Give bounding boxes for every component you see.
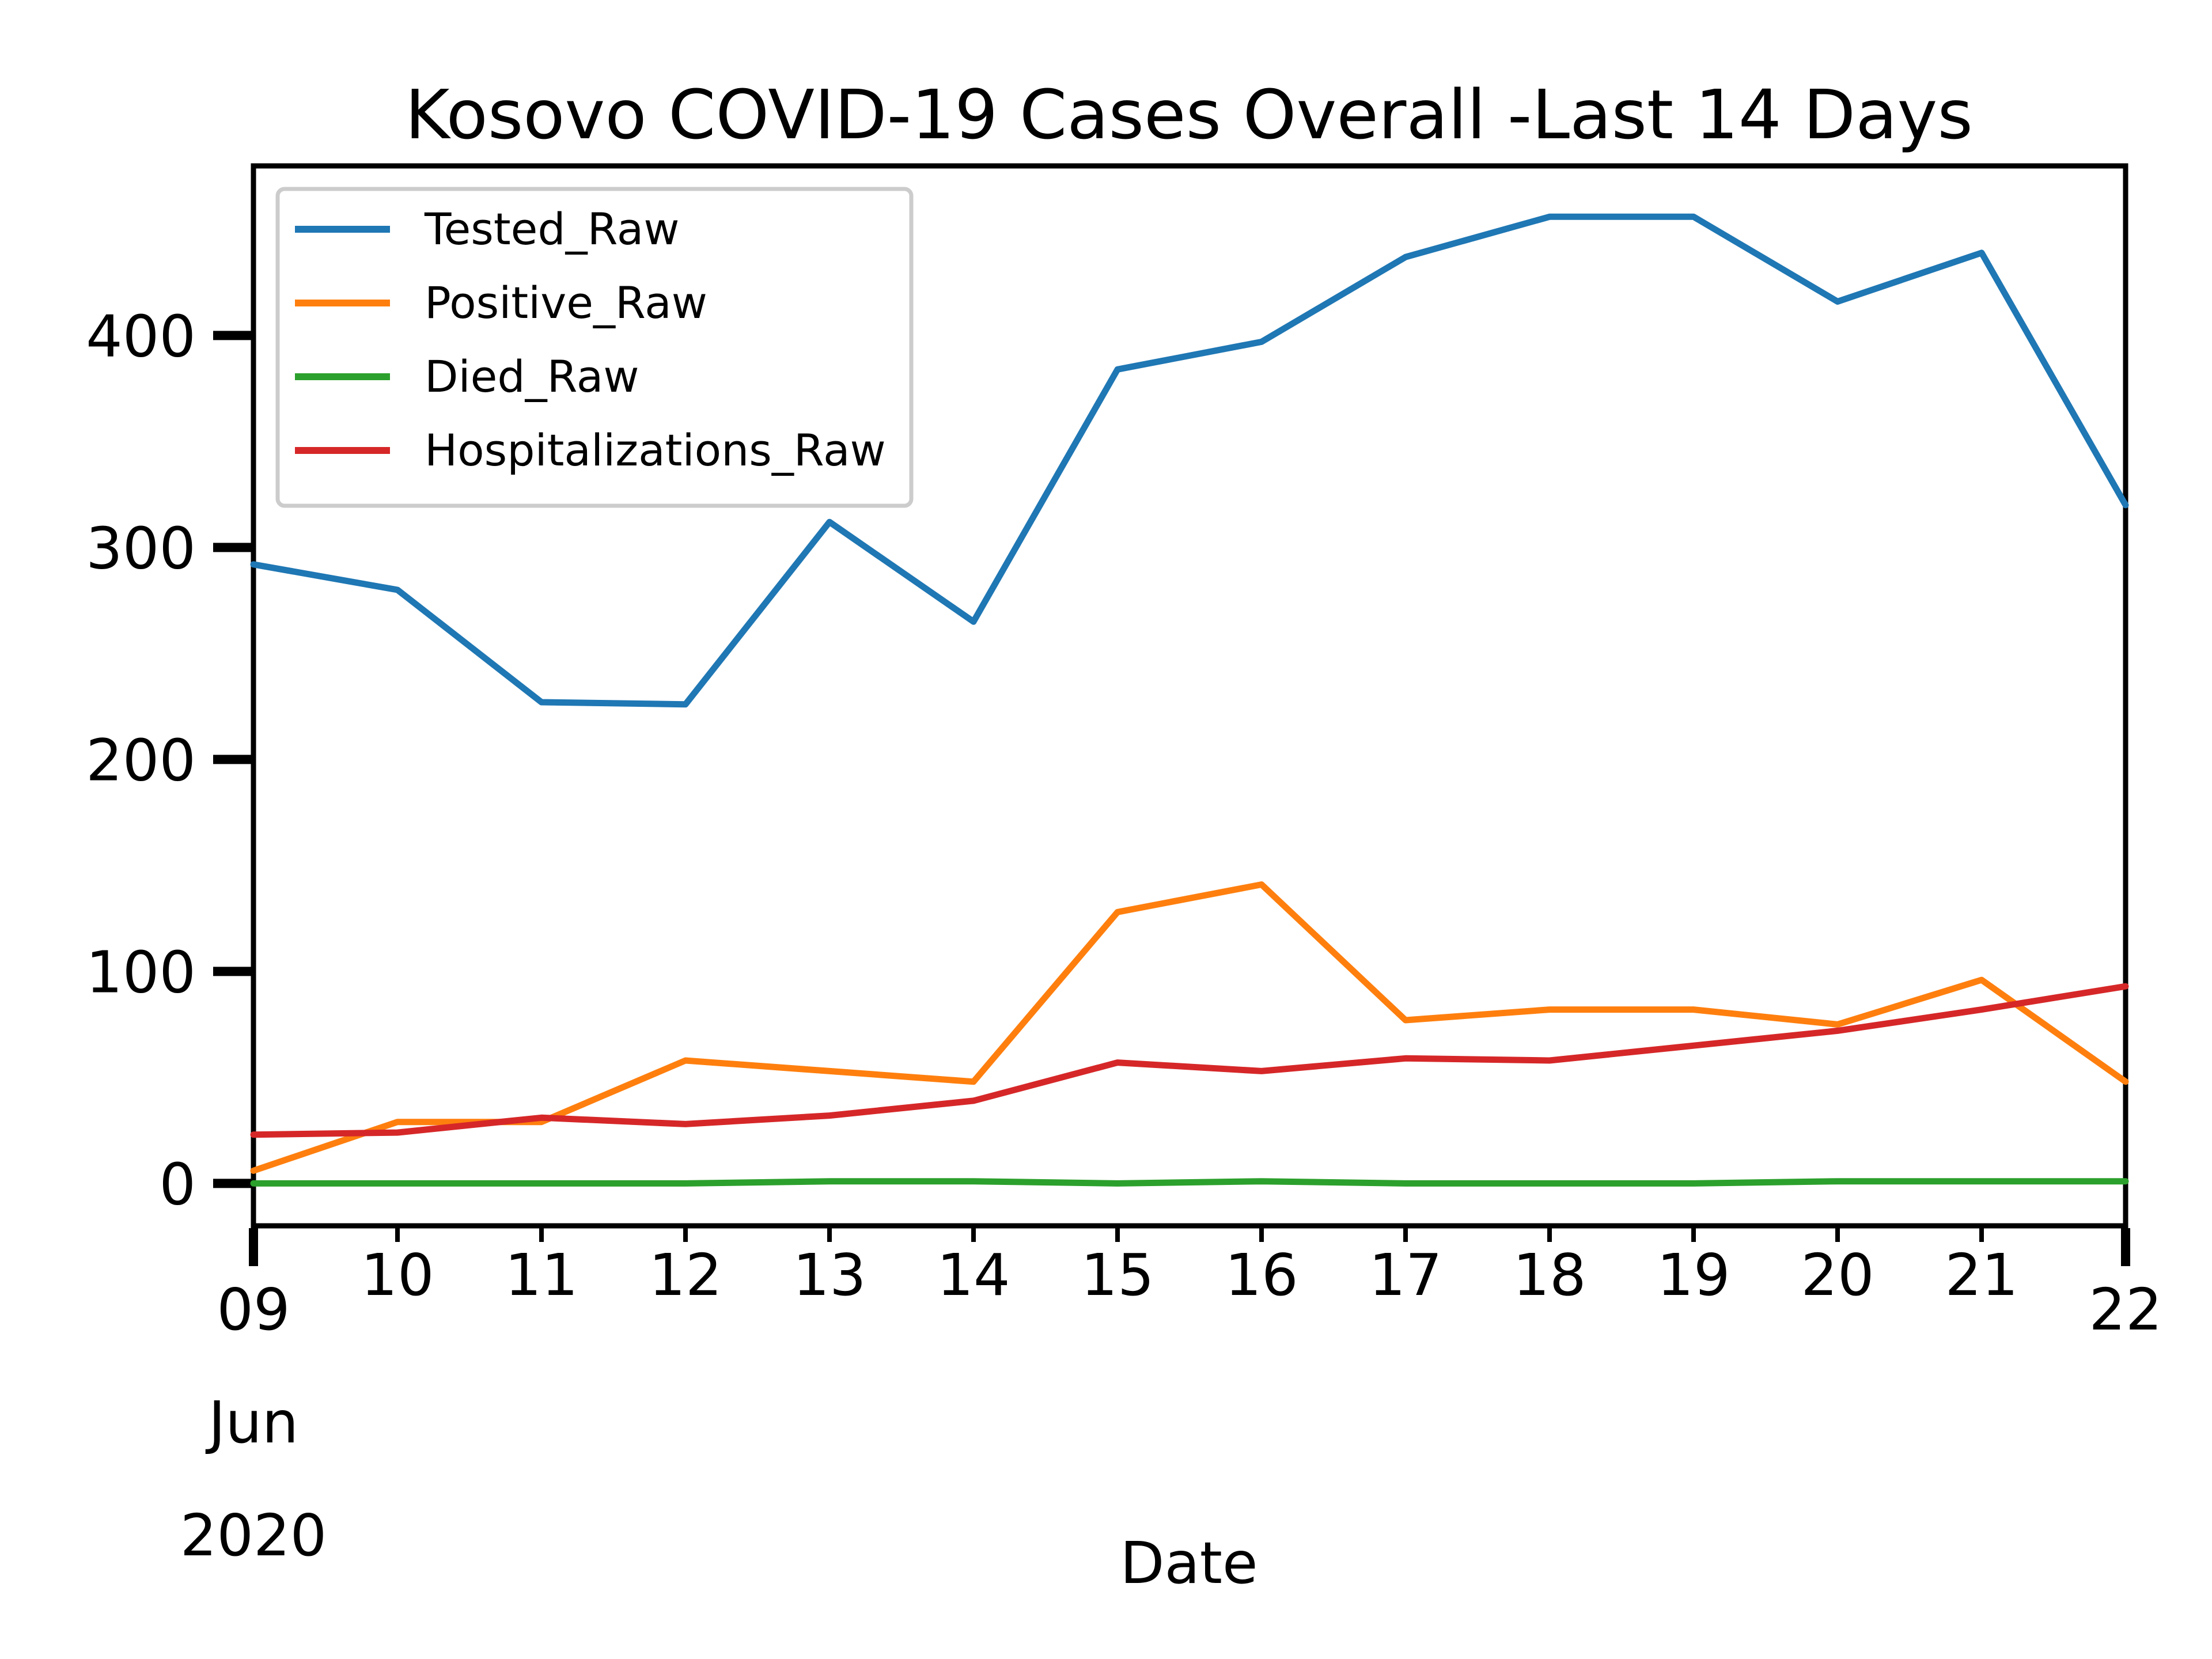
legend-label: Hospitalizations_Raw xyxy=(425,425,886,476)
plot-frame xyxy=(251,163,2128,1229)
x-tick-label: 13 xyxy=(793,1241,866,1309)
x-tick-label: 15 xyxy=(1081,1241,1154,1309)
x-tick-label: 20 xyxy=(1801,1241,1874,1309)
y-tick-label: 400 xyxy=(86,302,196,370)
x-axis: 09 Jun 2020 10 11 12 13 14 15 16 17 18 19 20 21 22 xyxy=(180,1228,2162,1569)
legend-label: Died_Raw xyxy=(425,351,639,402)
series-line-died-raw xyxy=(250,1178,2129,1187)
legend: Tested_Raw Positive_Raw Died_Raw Hospitaliz… xyxy=(275,187,914,508)
series-line-positive-raw xyxy=(250,881,2129,1174)
y-tick-label: 0 xyxy=(159,1150,196,1218)
x-tick-label: 22 xyxy=(2089,1276,2162,1343)
y-tick-label: 300 xyxy=(86,514,196,582)
legend-label: Positive_Raw xyxy=(425,277,707,328)
x-tick-label: 21 xyxy=(1945,1241,2018,1309)
series-line-hospitalizations-raw xyxy=(250,983,2129,1138)
plot-border xyxy=(251,163,2128,1229)
x-axis-label: Date xyxy=(1120,1529,1257,1597)
x-tick-label: 09 xyxy=(217,1276,290,1343)
x-tick-label: Jun xyxy=(205,1389,298,1456)
series-line-tested-raw xyxy=(250,213,2129,708)
chart-title: Kosovo COVID-19 Cases Overall -Last 14 D… xyxy=(405,75,1973,154)
x-tick-label: 2020 xyxy=(180,1502,327,1569)
x-tick-label: 18 xyxy=(1513,1241,1586,1309)
y-axis: 0 100 200 300 400 xyxy=(86,302,251,1218)
legend-label: Tested_Raw xyxy=(424,203,680,255)
y-tick-label: 100 xyxy=(86,938,196,1006)
legend-box xyxy=(275,187,914,508)
x-tick-label: 17 xyxy=(1369,1241,1442,1309)
series-lines xyxy=(250,213,2129,1187)
x-tick-label: 12 xyxy=(649,1241,722,1309)
x-tick-label: 11 xyxy=(505,1241,578,1309)
x-tick-label: 10 xyxy=(361,1241,434,1309)
x-tick-label: 19 xyxy=(1657,1241,1730,1309)
x-tick-label: 16 xyxy=(1225,1241,1298,1309)
y-tick-label: 200 xyxy=(86,726,196,794)
x-tick-label: 14 xyxy=(937,1241,1010,1309)
